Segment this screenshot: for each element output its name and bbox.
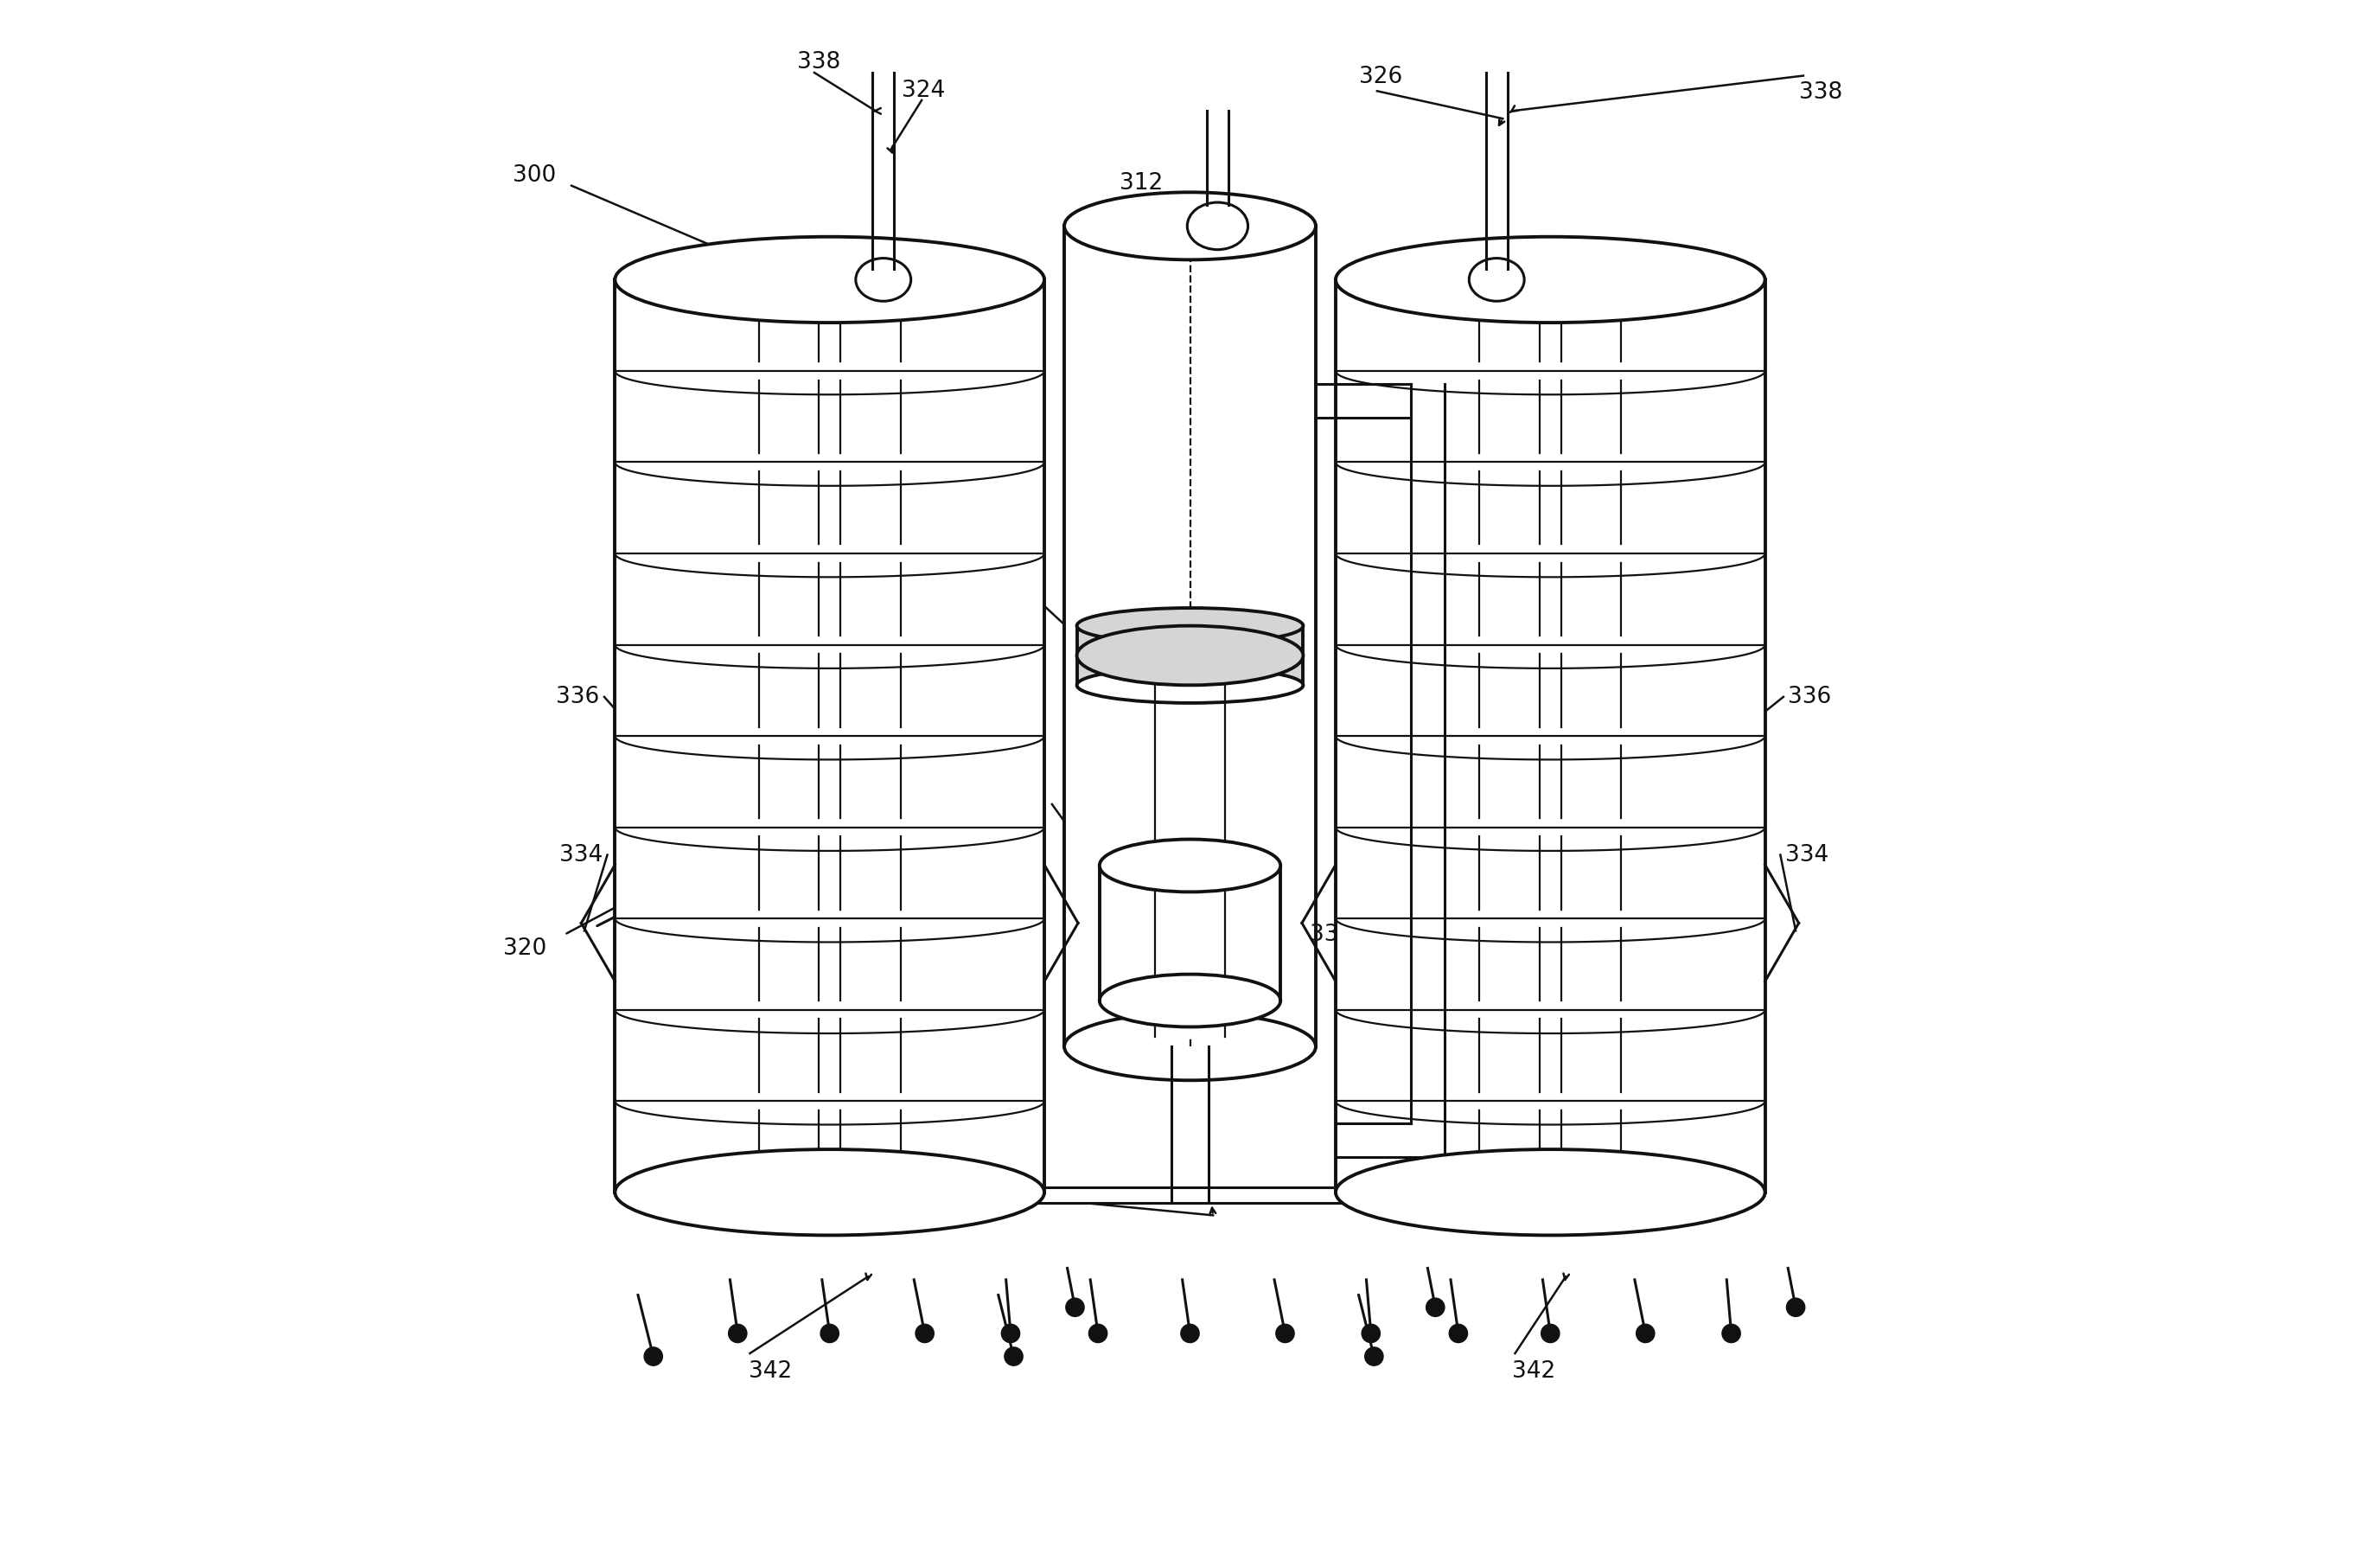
Text: 330: 330 [1309, 923, 1354, 946]
Ellipse shape [1100, 974, 1280, 1026]
Ellipse shape [857, 259, 912, 300]
Circle shape [728, 1324, 747, 1342]
Ellipse shape [614, 237, 1045, 322]
Circle shape [1002, 1324, 1019, 1342]
Text: 312: 312 [1119, 171, 1164, 194]
Circle shape [1088, 1324, 1107, 1342]
Polygon shape [1335, 279, 1766, 1193]
Polygon shape [1100, 866, 1280, 1000]
Ellipse shape [614, 1150, 1045, 1236]
Text: 336: 336 [557, 686, 600, 709]
Text: 334: 334 [1785, 843, 1828, 866]
Polygon shape [614, 279, 1045, 1193]
Text: 300: 300 [512, 165, 555, 186]
Circle shape [1004, 1347, 1023, 1365]
Text: 334: 334 [559, 843, 602, 866]
Polygon shape [1314, 390, 1445, 1157]
Text: 342: 342 [1511, 1361, 1557, 1382]
Circle shape [821, 1324, 838, 1342]
Circle shape [1426, 1298, 1445, 1316]
Text: 320: 320 [502, 937, 547, 960]
Ellipse shape [1188, 202, 1247, 250]
Circle shape [1542, 1324, 1559, 1342]
Ellipse shape [1076, 609, 1304, 644]
Polygon shape [1064, 227, 1316, 1046]
Circle shape [1180, 1324, 1200, 1342]
Text: 342: 342 [747, 1361, 793, 1382]
Ellipse shape [1335, 237, 1766, 322]
Circle shape [1361, 1324, 1380, 1342]
Ellipse shape [1064, 193, 1316, 260]
Text: 338: 338 [1799, 82, 1842, 103]
Polygon shape [1154, 655, 1226, 1037]
Text: 324: 324 [902, 80, 945, 102]
Circle shape [916, 1324, 933, 1342]
Circle shape [1449, 1324, 1468, 1342]
Circle shape [645, 1347, 662, 1365]
Text: 326: 326 [1359, 66, 1402, 88]
Ellipse shape [1468, 259, 1523, 300]
Ellipse shape [1335, 1150, 1766, 1236]
Circle shape [1276, 1324, 1295, 1342]
Circle shape [1635, 1324, 1654, 1342]
Text: 338: 338 [797, 51, 840, 72]
Circle shape [1066, 1298, 1085, 1316]
Polygon shape [721, 1188, 1659, 1204]
Text: 340: 340 [1004, 794, 1047, 815]
Circle shape [1787, 1298, 1804, 1316]
Ellipse shape [1100, 840, 1280, 892]
Text: 332: 332 [938, 552, 981, 575]
Text: 328: 328 [973, 1199, 1016, 1222]
Polygon shape [1076, 626, 1304, 686]
Ellipse shape [1076, 667, 1304, 703]
Ellipse shape [1076, 626, 1304, 686]
Circle shape [1723, 1324, 1740, 1342]
Text: 336: 336 [1787, 686, 1833, 709]
Circle shape [1364, 1347, 1383, 1365]
Ellipse shape [1064, 1012, 1316, 1080]
